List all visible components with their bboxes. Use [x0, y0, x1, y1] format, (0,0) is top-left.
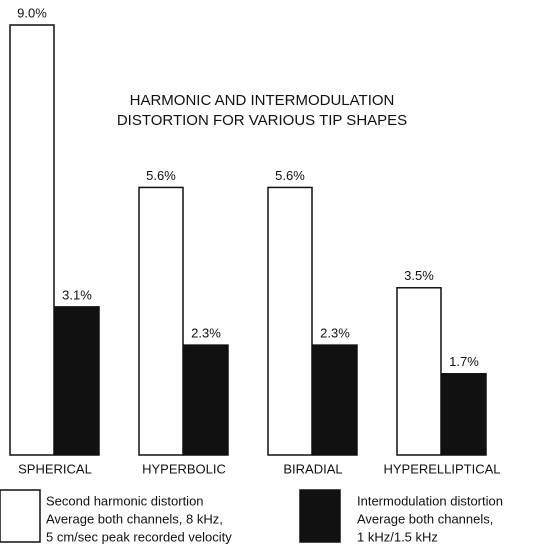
- legend-swatch: [0, 489, 41, 543]
- legend-detail: 5 cm/sec peak recorded velocity: [46, 529, 232, 544]
- legend-detail: Average both channels,: [357, 511, 493, 526]
- bar: [441, 373, 487, 456]
- bar: [138, 186, 184, 456]
- data-label: 3.5%: [404, 268, 434, 283]
- bar: [54, 306, 100, 456]
- data-label: 5.6%: [146, 168, 176, 183]
- data-label: 5.6%: [275, 168, 305, 183]
- chart-title: DISTORTION FOR VARIOUS TIP SHAPES: [117, 112, 407, 129]
- data-label: 3.1%: [62, 287, 92, 302]
- bar: [267, 186, 313, 456]
- data-label: 2.3%: [191, 326, 221, 341]
- x-tick-label: HYPERBOLIC: [142, 461, 226, 476]
- x-tick-label: HYPERELLIPTICAL: [383, 461, 500, 476]
- chart-title: HARMONIC AND INTERMODULATION: [130, 92, 395, 109]
- legend-label: Intermodulation distortion: [357, 493, 503, 508]
- x-tick-label: SPHERICAL: [18, 461, 92, 476]
- bar: [312, 344, 358, 456]
- data-label: 9.0%: [17, 5, 47, 20]
- legend-swatch: [299, 489, 341, 543]
- legend-label: Second harmonic distortion: [46, 493, 204, 508]
- legend-detail: 1 kHz/1.5 kHz: [357, 529, 438, 544]
- legend-detail: Average both channels, 8 kHz,: [46, 511, 223, 526]
- bar: [9, 24, 55, 456]
- data-label: 1.7%: [449, 354, 479, 369]
- bar: [396, 287, 442, 456]
- data-label: 2.3%: [320, 326, 350, 341]
- x-tick-label: BIRADIAL: [283, 461, 342, 476]
- bar: [183, 344, 229, 456]
